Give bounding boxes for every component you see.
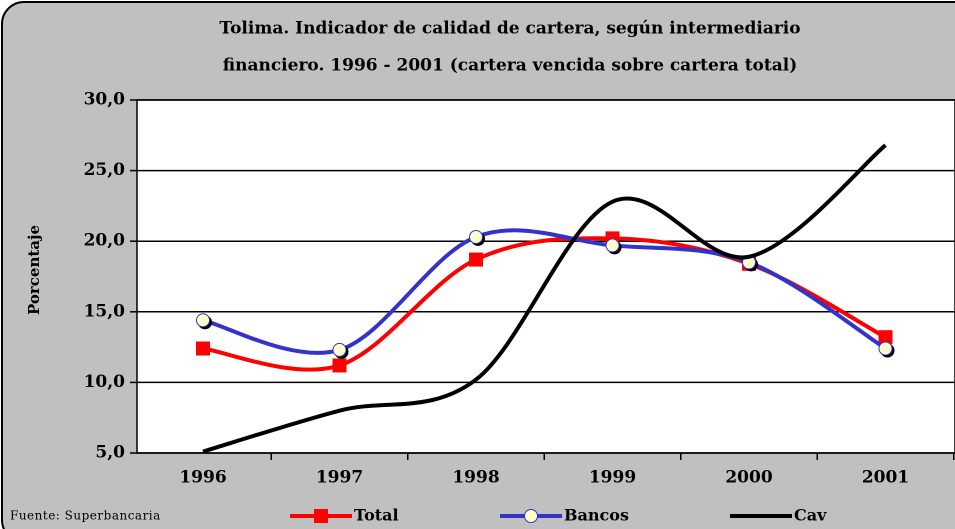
- legend-label: Cav: [794, 506, 827, 525]
- y-tick-label: 25,0: [84, 160, 126, 180]
- x-tick-label: 2001: [862, 468, 909, 488]
- x-tick-label: 1997: [316, 468, 363, 488]
- x-tick-label: 1996: [179, 468, 226, 488]
- y-tick-label: 30,0: [84, 90, 126, 110]
- x-tick-label: 1999: [589, 468, 636, 488]
- y-axis-label: Porcentaje: [25, 225, 43, 315]
- marker: [469, 252, 483, 267]
- line: [202, 143, 887, 454]
- x-tick-label: 2000: [725, 468, 772, 488]
- legend-label: Bancos: [564, 506, 629, 525]
- source: Fuente: Superbancaria: [10, 509, 161, 523]
- marker: [196, 341, 210, 356]
- y-tick-label: 15,0: [84, 301, 126, 321]
- plot-area: [136, 99, 955, 454]
- y-tick-label: 20,0: [84, 231, 126, 251]
- marker: [469, 229, 483, 244]
- marker: [878, 341, 893, 356]
- chart-title: Tolima. Indicador de calidad de cartera,…: [219, 19, 800, 39]
- legend-label: Total: [354, 506, 399, 525]
- legend-marker: [524, 509, 538, 523]
- marker: [196, 313, 210, 328]
- legend-marker: [314, 509, 328, 523]
- y-tick-label: 5,0: [95, 443, 125, 463]
- y-tick-label: 10,0: [84, 372, 126, 392]
- x-tick-label: 1998: [452, 468, 499, 488]
- line: [202, 228, 887, 355]
- marker: [332, 342, 347, 357]
- chart-title: financiero. 1996 - 2001 (cartera vencida…: [223, 56, 798, 76]
- marker: [332, 358, 347, 373]
- marker: [605, 238, 620, 253]
- marker: [878, 330, 893, 345]
